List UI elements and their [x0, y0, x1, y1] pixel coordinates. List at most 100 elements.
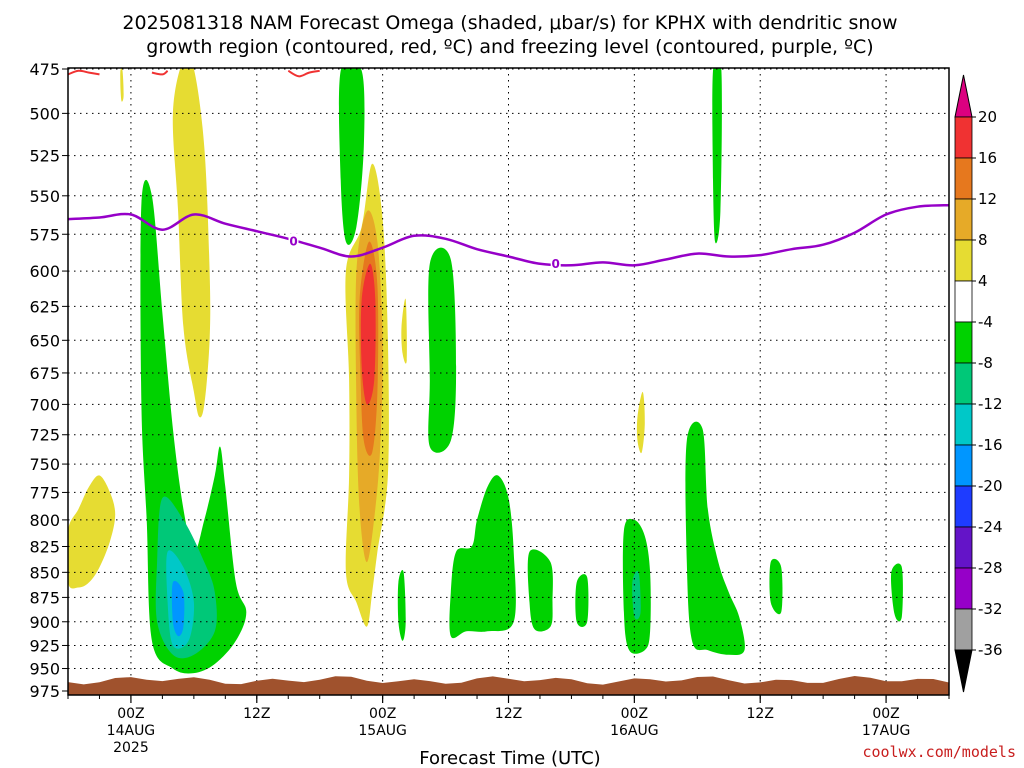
plot-area: 00 [68, 68, 949, 695]
y-tick-label-7: 650 [29, 331, 60, 350]
omega-region-12 [401, 298, 407, 364]
omega-region-14 [397, 569, 406, 641]
omega-region-13 [428, 247, 457, 453]
x-tick-date-2: 15AUG [358, 723, 407, 739]
terrain-fill [68, 676, 949, 695]
omega-region-22 [685, 421, 745, 655]
freezing-level-line [68, 203, 949, 267]
colorbar-segment-8 [954, 444, 973, 487]
x-tick-label-0: 00Z [117, 706, 144, 722]
colorbar-segment-10 [954, 526, 973, 569]
x-tick-label-5: 12Z [747, 706, 774, 722]
x-tick-date-0: 14AUG [107, 723, 156, 739]
freezing-level-label-0: 0 [289, 235, 297, 249]
terrain-band [68, 676, 949, 695]
omega-region-23 [769, 558, 783, 615]
colorbar-segment-3 [954, 239, 973, 282]
omega-region-6 [171, 580, 185, 637]
omega-region-20 [636, 391, 645, 454]
y-tick-label-0: 475 [29, 60, 60, 79]
colorbar-segment-11 [954, 567, 973, 610]
omega-region-17 [575, 574, 589, 628]
x-tick-label-1: 12Z [243, 706, 270, 722]
colorbar-label-11: -28 [978, 559, 1003, 577]
y-tick-label-8: 675 [29, 364, 60, 383]
colorbar-segment-12 [954, 608, 973, 651]
colorbar-label-8: -16 [978, 436, 1003, 454]
y-tick-label-1: 500 [29, 104, 60, 123]
y-tick-label-16: 875 [29, 588, 60, 607]
x-tick-date-4: 16AUG [610, 723, 659, 739]
x-tick-label-4: 00Z [621, 706, 648, 722]
colorbar-segment-4 [954, 280, 973, 323]
y-tick-label-4: 575 [29, 225, 60, 244]
credit-text: coolwx.com/models [862, 743, 1016, 761]
x-tick-label-2: 00Z [369, 706, 396, 722]
x-tick-date-6: 17AUG [862, 723, 911, 739]
dendritic-contour-1 [151, 70, 169, 76]
colorbar-label-5: -4 [978, 313, 993, 331]
x-tick-label-6: 00Z [872, 706, 899, 722]
freezing-level-label-1: 0 [552, 257, 560, 271]
colorbar-segment-7 [954, 403, 973, 446]
y-tick-label-6: 625 [29, 297, 60, 316]
colorbar-segment-9 [954, 485, 973, 528]
y-tick-label-17: 900 [29, 613, 60, 632]
colorbar-label-2: 12 [978, 190, 997, 208]
y-tick-label-20: 975 [29, 682, 60, 701]
colorbar-bottom-arrow [954, 649, 973, 693]
y-tick-label-12: 775 [29, 483, 60, 502]
colorbar: 20 16 12 8 4 -4 -8 -12 -16 -20 -24 -28 -32 -36 [954, 74, 1003, 693]
colorbar-segment-2 [954, 198, 973, 241]
dendritic-contour-0 [68, 69, 100, 76]
colorbar-label-9: -20 [978, 477, 1003, 495]
colorbar-segment-1 [954, 157, 973, 200]
y-tick-label-18: 925 [29, 636, 60, 655]
y-tick-label-9: 700 [29, 395, 60, 414]
colorbar-segment-5 [954, 321, 973, 364]
y-tick-label-15: 850 [29, 563, 60, 582]
y-tick-label-11: 750 [29, 455, 60, 474]
grid [68, 68, 949, 695]
chart-title-line2: growth region (contoured, red, ºC) and f… [146, 36, 873, 58]
omega-region-24 [890, 563, 903, 622]
colorbar-label-1: 16 [978, 149, 997, 167]
dendritic-growth-contours [68, 69, 320, 78]
y-tick-label-10: 725 [29, 426, 60, 445]
colorbar-segment-0 [954, 116, 973, 159]
colorbar-top-arrow [954, 74, 973, 118]
omega-region-2 [120, 68, 124, 102]
omega-region-19 [632, 570, 641, 620]
colorbar-label-10: -24 [978, 518, 1003, 536]
colorbar-label-13: -36 [978, 641, 1003, 659]
x-axis-title: Forecast Time (UTC) [419, 748, 600, 768]
colorbar-label-6: -8 [978, 354, 993, 372]
dendritic-contour-2 [287, 69, 320, 78]
freezing-level-contour: 00 [68, 203, 949, 271]
y-tick-label-19: 950 [29, 660, 60, 679]
freezing-label-bg-1 [550, 255, 561, 270]
x-tick-year-0: 2025 [113, 740, 149, 756]
y-tick-label-2: 525 [29, 147, 60, 166]
colorbar-label-12: -32 [978, 600, 1003, 618]
omega-region-7 [338, 68, 365, 245]
y-tick-label-14: 825 [29, 538, 60, 557]
omega-region-16 [527, 549, 553, 632]
omega-region-11 [360, 263, 376, 405]
chart-title-line1: 2025081318 NAM Forecast Omega (shaded, μ… [122, 12, 897, 34]
omega-region-0 [68, 475, 116, 589]
y-axis: 475 500 525 550 575 600 625 650 675 700 725 750 775 8… [29, 60, 68, 701]
y-tick-label-3: 550 [29, 187, 60, 206]
colorbar-label-4: 4 [978, 272, 988, 290]
freezing-label-bg-0 [288, 233, 299, 248]
omega-region-15 [449, 475, 516, 639]
x-tick-label-3: 12Z [495, 706, 522, 722]
colorbar-segment-6 [954, 362, 973, 405]
y-tick-label-5: 600 [29, 262, 60, 281]
colorbar-label-3: 8 [978, 231, 988, 249]
y-tick-label-13: 800 [29, 511, 60, 530]
colorbar-label-0: 20 [978, 108, 997, 126]
colorbar-label-7: -12 [978, 395, 1003, 413]
